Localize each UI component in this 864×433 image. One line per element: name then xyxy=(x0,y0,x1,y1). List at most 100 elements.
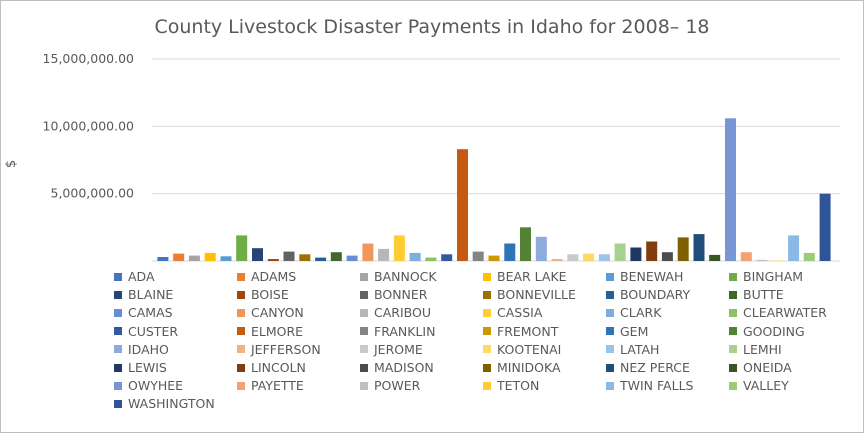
bar-fremont xyxy=(488,255,500,261)
bar-boise xyxy=(267,259,279,261)
bar-ada xyxy=(157,257,169,261)
bar-custer xyxy=(441,254,453,261)
legend-label: CASSIA xyxy=(497,305,543,321)
legend-swatch xyxy=(360,363,368,372)
legend-label: WASHINGTON xyxy=(128,396,215,412)
legend-swatch xyxy=(729,363,737,372)
legend-label: OWYHEE xyxy=(128,378,184,394)
bar-nez-perce xyxy=(693,234,705,261)
legend-label: LINCOLN xyxy=(251,360,306,375)
legend-swatch xyxy=(729,272,737,281)
legend-swatch xyxy=(114,327,122,336)
legend-swatch xyxy=(114,272,122,281)
legend-label: JEFFERSON xyxy=(251,341,321,357)
bar-valley xyxy=(803,252,815,261)
legend-swatch xyxy=(237,381,245,390)
bar-canyon xyxy=(362,243,374,261)
legend-item: ADA xyxy=(114,268,155,286)
legend-swatch xyxy=(360,272,368,281)
legend-item: BONNER xyxy=(360,286,427,304)
legend-label: BUTTE xyxy=(743,287,784,303)
bar-camas xyxy=(346,255,358,261)
legend-swatch xyxy=(483,345,491,354)
legend-label: IDAHO xyxy=(128,341,169,357)
legend-swatch xyxy=(483,327,491,336)
legend-item: ONEIDA xyxy=(729,359,792,377)
legend-item: MADISON xyxy=(360,359,434,377)
legend-swatch xyxy=(606,345,614,354)
legend-swatch xyxy=(606,290,614,299)
bar-clark xyxy=(409,252,421,261)
legend-label: BENEWAH xyxy=(620,269,684,284)
bar-lewis xyxy=(630,247,642,261)
legend-item: LINCOLN xyxy=(237,359,306,377)
legend-item: BENEWAH xyxy=(606,268,683,286)
bar-jefferson xyxy=(551,259,563,261)
legend-item: VALLEY xyxy=(729,377,789,395)
legend-item: CUSTER xyxy=(114,323,178,341)
legend-swatch xyxy=(729,290,737,299)
legend-swatch xyxy=(606,381,614,390)
legend-label: BINGHAM xyxy=(743,269,804,284)
legend-item: OWYHEE xyxy=(114,377,183,395)
legend-item: CANYON xyxy=(237,304,304,322)
legend-label: BOISE xyxy=(251,287,289,303)
bars xyxy=(157,118,831,262)
bar-bonneville xyxy=(299,254,311,261)
bar-madison xyxy=(661,252,673,261)
legend-swatch xyxy=(729,308,737,317)
bar-bonner xyxy=(283,251,295,261)
bar-power xyxy=(756,259,768,261)
bar-jerome xyxy=(567,254,579,261)
legend-swatch xyxy=(606,272,614,281)
legend-item: BINGHAM xyxy=(729,268,803,286)
legend-label: BOUNDARY xyxy=(620,287,691,303)
legend-swatch xyxy=(237,345,245,354)
bar-minidoka xyxy=(677,237,689,261)
legend-label: MADISON xyxy=(374,360,434,375)
bar-boundary xyxy=(315,257,327,261)
legend-label: LEMHI xyxy=(743,341,782,357)
legend-label: GOODING xyxy=(743,323,805,339)
legend-item: BOUNDARY xyxy=(606,286,690,304)
legend-label: BONNER xyxy=(374,287,428,303)
legend-item: BOISE xyxy=(237,286,289,304)
legend-swatch xyxy=(483,363,491,372)
legend-label: ONEIDA xyxy=(743,360,792,375)
bar-butte xyxy=(330,252,342,261)
legend-swatch xyxy=(237,308,245,317)
legend-swatch xyxy=(114,345,122,354)
legend-item: BLAINE xyxy=(114,286,173,304)
legend-label: BONNEVILLE xyxy=(497,287,576,303)
legend-swatch xyxy=(483,381,491,390)
bar-teton xyxy=(772,260,784,262)
legend-swatch xyxy=(729,327,737,336)
legend-swatch xyxy=(360,308,368,317)
legend-item: LATAH xyxy=(606,341,659,359)
y-tick-label: 15,000,000.00 xyxy=(43,51,134,66)
legend-label: JEROME xyxy=(374,341,423,357)
y-axis-ticks: 5,000,000.00 10,000,000.00 15,000,000.00 xyxy=(43,51,134,201)
legend-label: CLARK xyxy=(620,305,662,321)
legend-swatch xyxy=(114,399,122,408)
y-tick-label: 10,000,000.00 xyxy=(43,118,134,133)
legend-label: TETON xyxy=(497,378,540,394)
legend-item: TWIN FALLS xyxy=(606,377,693,395)
legend-label: ADAMS xyxy=(251,269,297,284)
bar-bear-lake xyxy=(204,252,216,261)
legend-label: LEWIS xyxy=(128,360,167,375)
legend-label: NEZ PERCE xyxy=(620,360,690,375)
legend-label: TWIN FALLS xyxy=(620,378,694,394)
legend-item: BONNEVILLE xyxy=(483,286,576,304)
legend-item: WASHINGTON xyxy=(114,395,215,413)
bar-clearwater xyxy=(425,257,437,261)
bar-caribou xyxy=(378,248,390,261)
legend-swatch xyxy=(360,345,368,354)
bar-gem xyxy=(504,243,516,261)
legend-item: BANNOCK xyxy=(360,268,437,286)
legend-label: BLAINE xyxy=(128,287,174,303)
y-axis-label: $ xyxy=(4,160,19,168)
legend-item: ELMORE xyxy=(237,323,303,341)
legend-swatch xyxy=(729,345,737,354)
